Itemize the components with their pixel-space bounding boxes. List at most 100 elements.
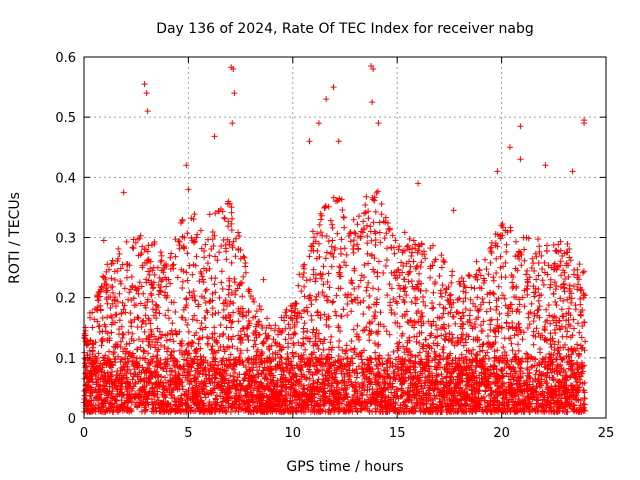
data-point <box>350 403 357 410</box>
data-point <box>389 232 396 239</box>
data-point <box>136 279 143 286</box>
data-point <box>350 216 357 223</box>
data-point <box>149 306 156 313</box>
data-point <box>487 259 494 266</box>
data-point <box>221 346 228 353</box>
data-point <box>168 348 175 355</box>
data-point <box>312 332 319 339</box>
data-point <box>395 282 402 289</box>
data-point <box>122 309 129 316</box>
data-point <box>244 398 251 405</box>
data-point <box>475 388 482 395</box>
data-point <box>327 250 334 257</box>
data-point <box>535 259 542 266</box>
data-point <box>361 210 368 217</box>
data-point <box>403 403 410 410</box>
data-point <box>406 348 413 355</box>
data-point <box>176 347 183 354</box>
data-point <box>351 285 358 292</box>
data-point <box>444 408 451 415</box>
data-point <box>236 310 243 317</box>
data-point <box>340 213 347 220</box>
data-point <box>479 347 486 354</box>
data-point <box>106 383 113 390</box>
data-point <box>552 286 559 293</box>
data-point <box>408 299 415 306</box>
data-point <box>471 321 478 328</box>
data-point <box>483 266 490 273</box>
data-point <box>180 356 187 363</box>
data-point <box>225 333 232 340</box>
data-point <box>487 306 494 313</box>
data-point <box>532 250 539 257</box>
data-point <box>313 326 320 333</box>
data-point <box>254 367 261 374</box>
data-point <box>384 292 391 299</box>
data-point <box>437 287 444 294</box>
data-point <box>212 349 219 356</box>
data-point <box>382 263 389 270</box>
data-point <box>314 342 321 349</box>
data-point <box>551 279 558 286</box>
data-point <box>530 260 537 267</box>
data-point <box>289 349 296 356</box>
data-point <box>306 375 313 382</box>
data-point <box>229 318 236 325</box>
data-point <box>93 381 100 388</box>
data-point <box>332 198 339 205</box>
data-point <box>229 215 236 222</box>
data-point <box>175 237 182 244</box>
data-point <box>209 297 216 304</box>
data-point <box>209 343 216 350</box>
data-point <box>512 253 519 260</box>
data-point <box>502 259 509 266</box>
data-point <box>487 401 494 408</box>
data-point <box>351 346 358 353</box>
data-point <box>211 348 218 355</box>
data-point <box>306 253 313 260</box>
data-point <box>425 368 432 375</box>
data-point <box>380 323 387 330</box>
data-point <box>380 373 387 380</box>
data-point <box>148 356 155 363</box>
data-point <box>180 408 187 415</box>
data-point <box>162 379 169 386</box>
data-point <box>128 273 135 280</box>
data-point <box>342 348 349 355</box>
data-point <box>557 326 564 333</box>
data-point <box>328 243 335 250</box>
data-point <box>514 267 521 274</box>
data-point <box>339 206 346 213</box>
data-point <box>432 256 439 263</box>
data-point <box>383 402 390 409</box>
data-point <box>250 398 257 405</box>
data-point <box>425 342 432 349</box>
data-point <box>239 311 246 318</box>
data-point <box>548 264 555 271</box>
data-point <box>391 407 398 414</box>
data-point <box>492 339 499 346</box>
data-point <box>459 335 466 342</box>
data-point <box>326 351 333 358</box>
data-point <box>186 262 193 269</box>
data-point <box>337 264 344 271</box>
data-point <box>160 269 167 276</box>
data-point <box>483 308 490 315</box>
data-point <box>135 315 142 322</box>
data-point <box>438 252 445 259</box>
data-point <box>399 249 406 256</box>
data-point <box>196 335 203 342</box>
data-point <box>265 332 272 339</box>
data-point <box>535 297 542 304</box>
data-point <box>429 400 436 407</box>
data-point <box>315 291 322 298</box>
data-point <box>407 317 414 324</box>
data-point <box>475 314 482 321</box>
data-point <box>566 288 573 295</box>
data-point <box>349 367 356 374</box>
data-point <box>390 399 397 406</box>
data-point <box>200 279 207 286</box>
data-point <box>419 343 426 350</box>
data-point <box>405 278 412 285</box>
data-point <box>558 272 565 279</box>
